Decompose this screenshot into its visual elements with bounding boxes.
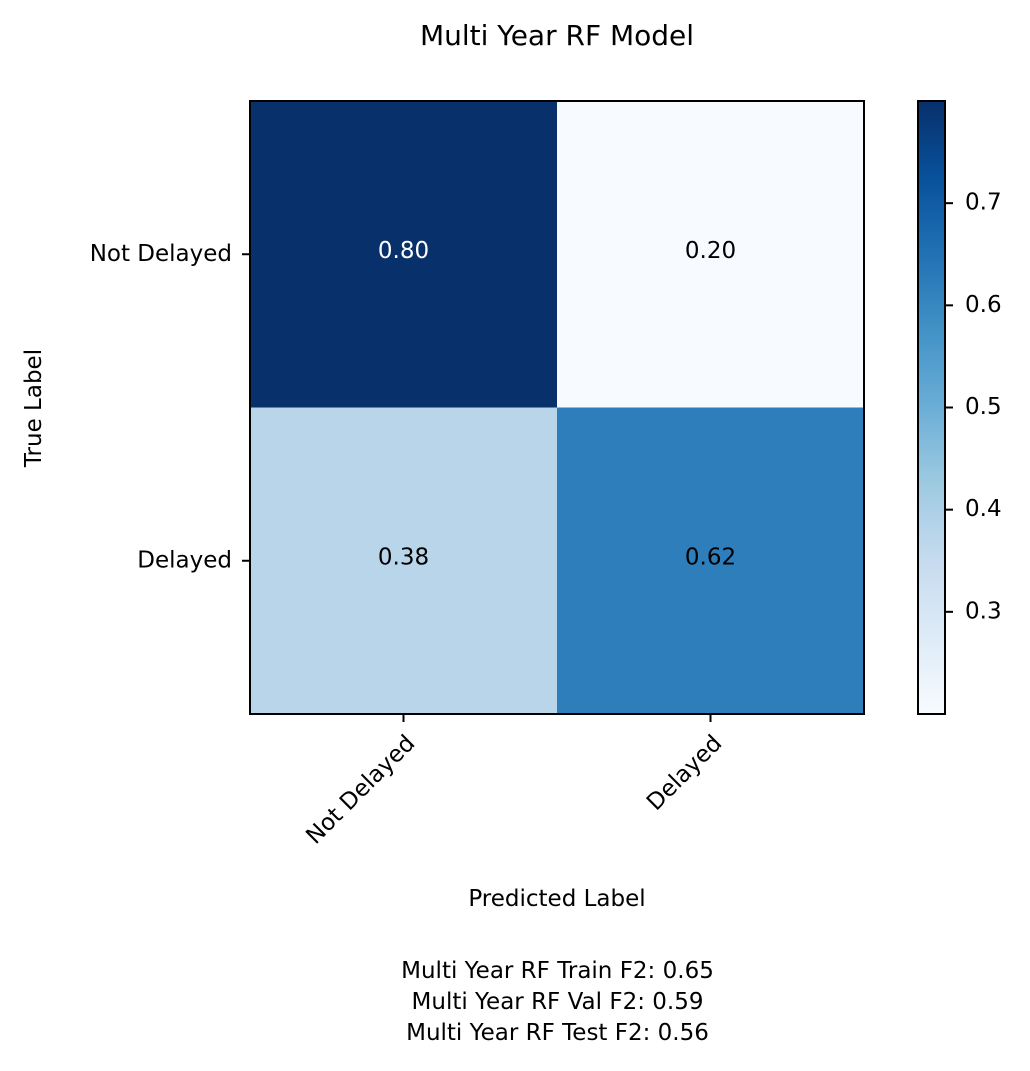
colorbar-tick-label: 0.6: [965, 292, 1002, 318]
colorbar-tick-label: 0.5: [965, 394, 1002, 420]
val-f2-score: Multi Year RF Val F2: 0.59: [411, 989, 704, 1015]
heatmap-cell-0-0: [250, 101, 558, 408]
colorbar-ticks: 0.3 0.4 0.5 0.6 0.7: [945, 190, 1002, 624]
heatmap-cell-1-1: [557, 407, 865, 715]
cell-label-0-0: 0.80: [378, 238, 429, 264]
heatmap-cell-1-0: [250, 407, 558, 715]
cell-label-0-1: 0.20: [685, 238, 736, 264]
chart-title: Multi Year RF Model: [420, 19, 694, 52]
cell-label-1-0: 0.38: [378, 544, 429, 570]
test-f2-score: Multi Year RF Test F2: 0.56: [406, 1020, 709, 1046]
y-tick-label: Not Delayed: [90, 241, 232, 267]
x-axis-label: Predicted Label: [468, 886, 645, 912]
train-f2-score: Multi Year RF Train F2: 0.65: [401, 958, 714, 984]
x-tick-label: Delayed: [642, 730, 727, 815]
f2-scores: Multi Year RF Train F2: 0.65 Multi Year …: [0, 956, 1030, 1049]
x-tick-label: Not Delayed: [301, 730, 420, 849]
y-tick-label: Delayed: [137, 547, 232, 573]
colorbar: [917, 100, 946, 715]
plot-frame: [249, 100, 865, 715]
colorbar-tick-label: 0.3: [965, 598, 1002, 624]
y-axis-label: True Label: [21, 349, 47, 468]
heatmap-cell-0-1: [557, 101, 865, 408]
cell-labels: 0.80 0.20 0.38 0.62: [378, 238, 736, 571]
confusion-matrix-chart: Multi Year RF Model 0.80 0.20 0.38 0.62 Not…: [21, 19, 1002, 912]
cell-label-1-1: 0.62: [685, 544, 736, 570]
y-axis-ticks: Not Delayed Delayed: [90, 241, 250, 573]
colorbar-tick-label: 0.7: [965, 190, 1002, 216]
heatmap-cells: [250, 101, 865, 715]
colorbar-tick-label: 0.4: [965, 496, 1002, 522]
x-axis-ticks: Not Delayed Delayed: [301, 714, 727, 849]
